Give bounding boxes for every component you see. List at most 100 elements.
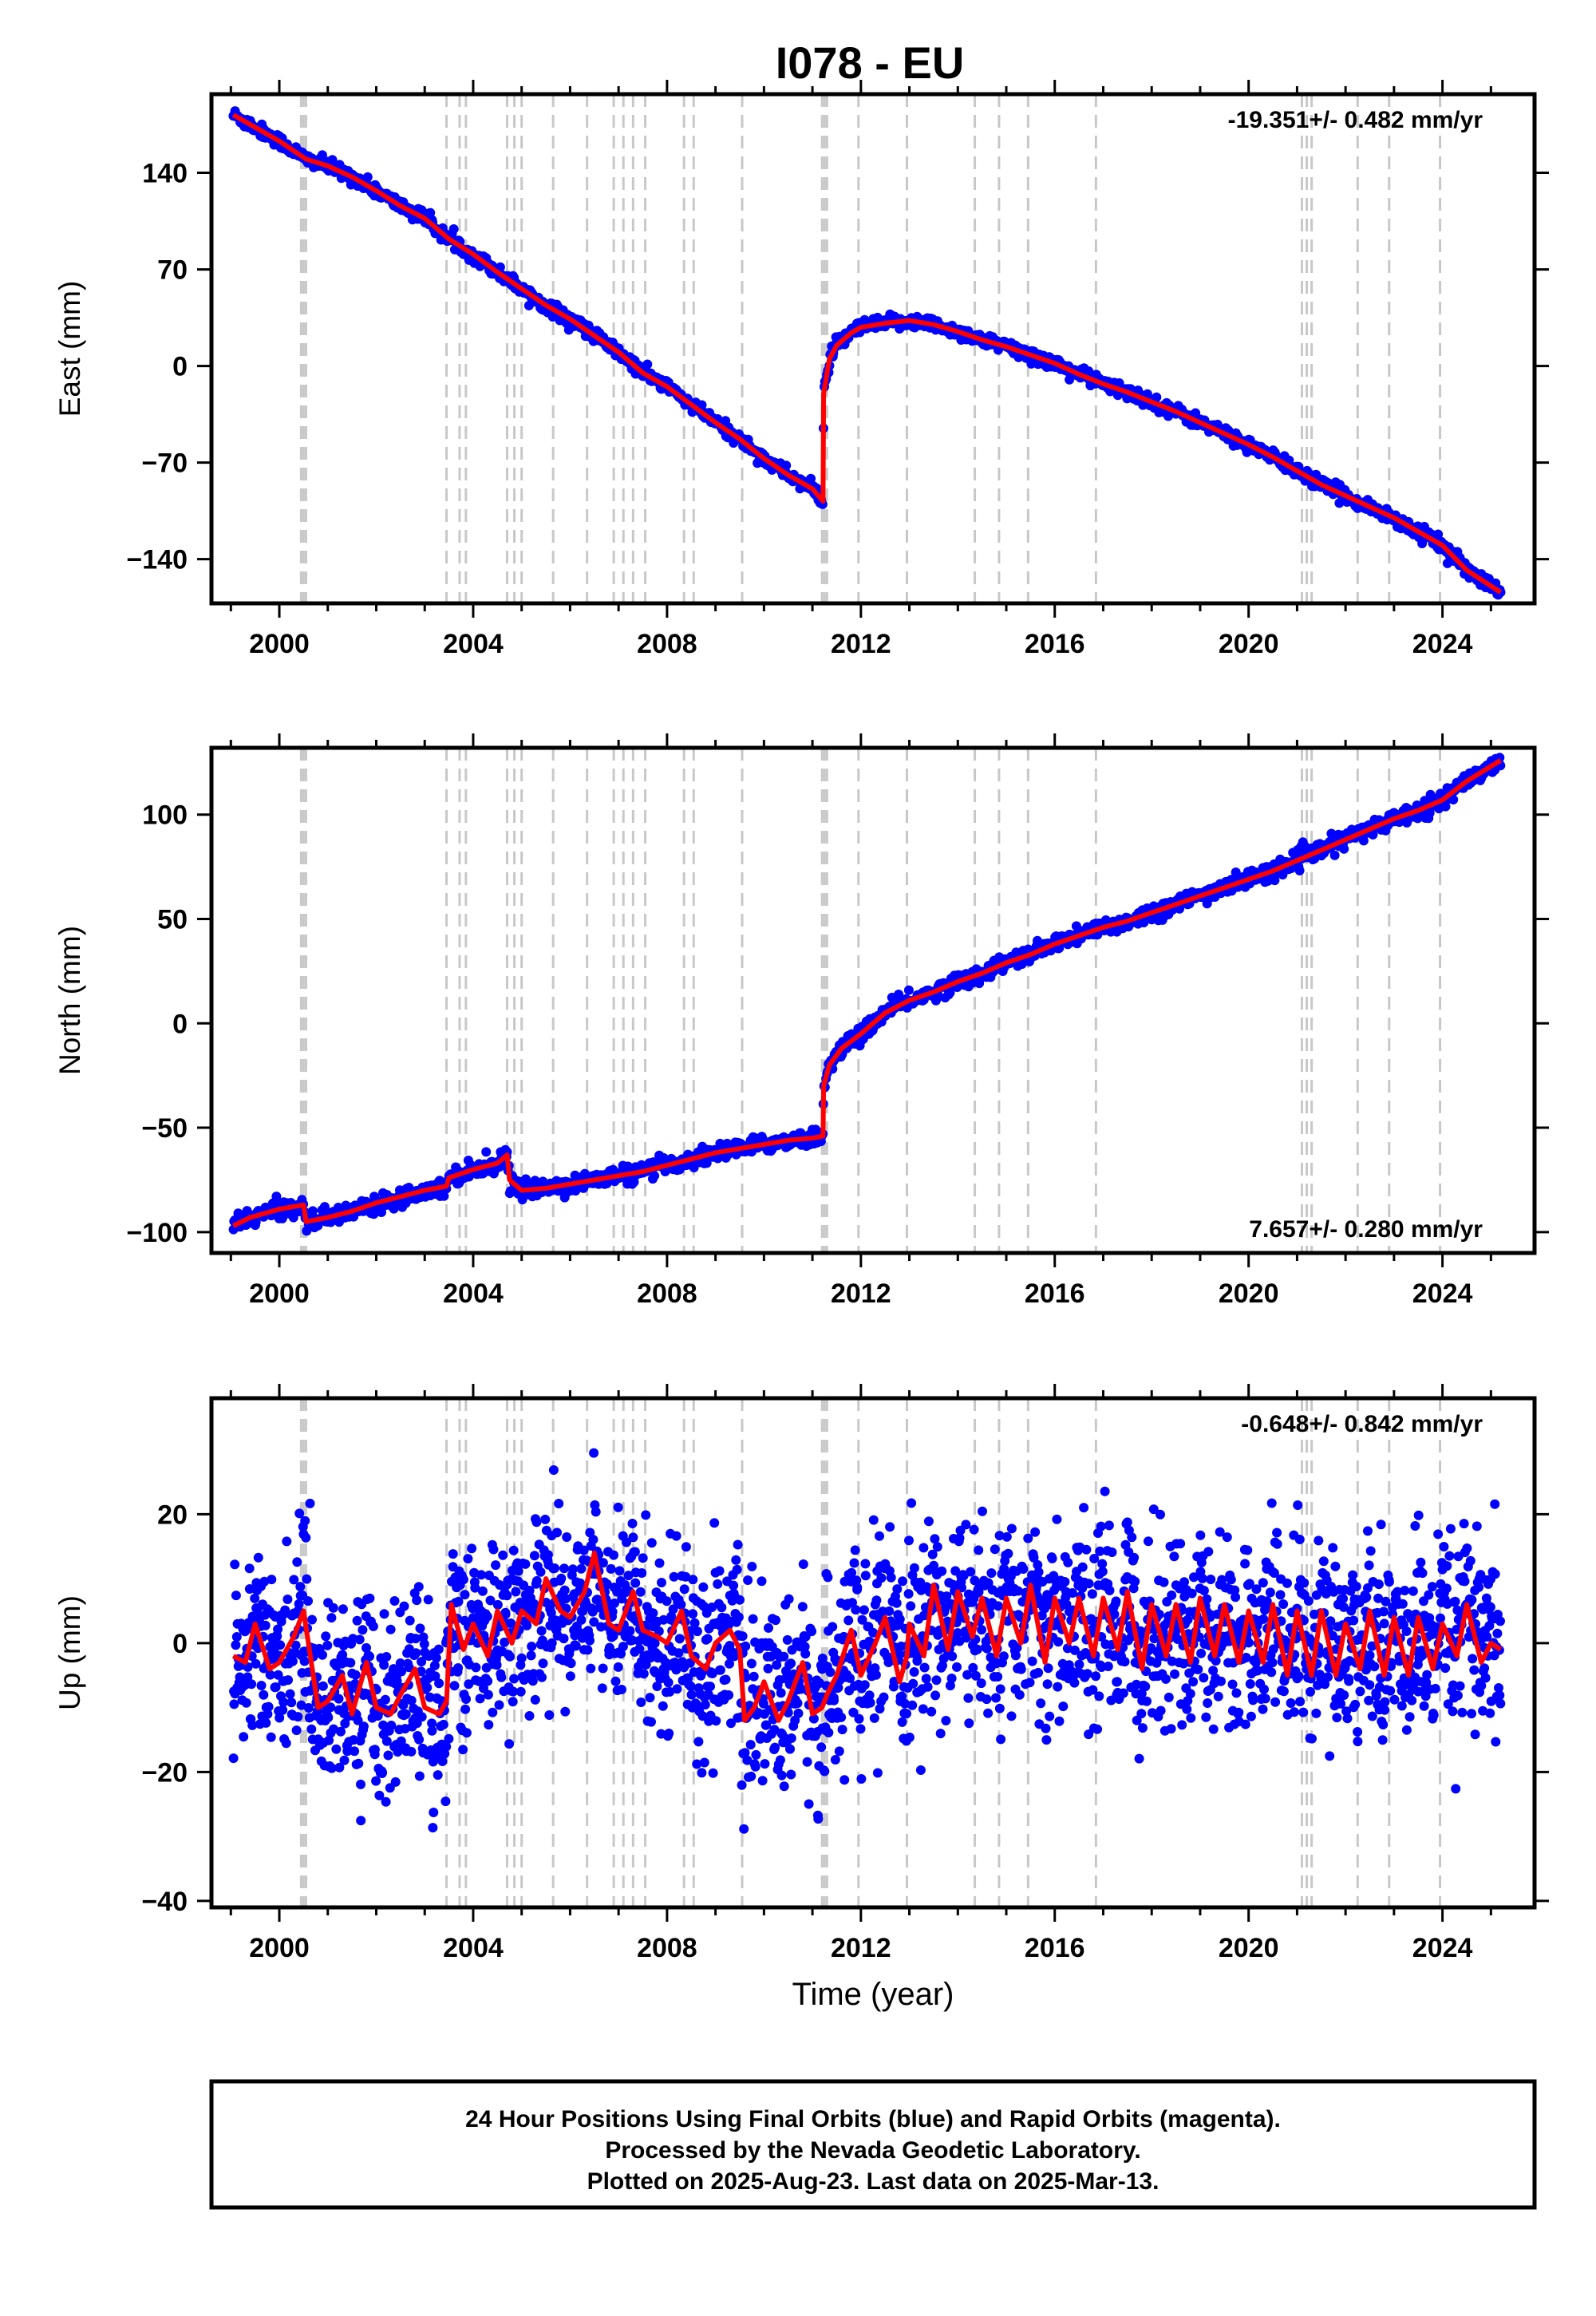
observation-point xyxy=(1001,1531,1012,1542)
observation-point xyxy=(637,1568,647,1578)
observation-point xyxy=(837,1725,847,1735)
observation-point xyxy=(380,1694,390,1705)
observation-point xyxy=(282,1536,292,1547)
observation-point xyxy=(461,1728,472,1738)
observation-point xyxy=(635,1587,646,1597)
observation-point xyxy=(295,1582,306,1592)
observation-point xyxy=(745,1740,756,1750)
observation-point xyxy=(467,1543,477,1554)
observation-point xyxy=(283,1675,293,1686)
observation-point xyxy=(552,1528,562,1538)
observation-point xyxy=(263,1701,274,1712)
observation-point xyxy=(336,1726,346,1737)
observation-point xyxy=(488,1544,499,1555)
observation-point xyxy=(937,1566,947,1576)
observation-point xyxy=(562,1532,572,1542)
observation-point xyxy=(824,1728,834,1737)
observation-point xyxy=(926,1706,937,1717)
observation-point xyxy=(585,1635,595,1646)
observation-point xyxy=(645,1693,655,1703)
observation-point xyxy=(699,1757,709,1768)
observation-point xyxy=(613,1662,623,1672)
observation-point xyxy=(748,1614,758,1624)
observation-point xyxy=(352,1615,362,1626)
observation-point xyxy=(520,1559,531,1569)
observation-point xyxy=(930,1690,941,1701)
observation-point xyxy=(785,1744,795,1754)
north-observations xyxy=(228,753,1506,1236)
observation-point xyxy=(854,1713,864,1724)
observation-point xyxy=(843,1615,854,1626)
observation-point xyxy=(693,1737,704,1747)
observation-point xyxy=(721,1674,731,1685)
observation-point xyxy=(502,1591,512,1601)
observation-point xyxy=(412,1595,422,1606)
observation-point xyxy=(688,1609,698,1619)
x-tick-label: 2024 xyxy=(1412,1279,1473,1309)
observation-point xyxy=(453,1663,464,1673)
east-plot-frame xyxy=(209,92,1537,606)
observation-point xyxy=(1033,1567,1044,1577)
observation-point xyxy=(482,1611,492,1622)
observation-point xyxy=(1006,1524,1017,1534)
observation-point xyxy=(381,1796,391,1807)
observation-point xyxy=(685,1682,696,1691)
observation-point xyxy=(282,1595,293,1604)
y-tick-label: 100 xyxy=(142,800,188,831)
observation-point xyxy=(460,1590,470,1600)
observation-point xyxy=(356,1816,366,1826)
observation-point xyxy=(356,1779,365,1789)
observation-point xyxy=(786,1658,796,1669)
figure-title: I078 - EU xyxy=(776,38,965,88)
observation-point xyxy=(423,1595,433,1605)
observation-point xyxy=(1036,1698,1046,1709)
x-tick-label: 2012 xyxy=(831,1279,891,1309)
observation-point xyxy=(399,1601,409,1611)
observation-point xyxy=(804,1799,814,1809)
observation-point xyxy=(784,1594,794,1604)
observation-point xyxy=(793,1708,804,1718)
observation-point xyxy=(646,1717,656,1727)
observation-point xyxy=(1053,1682,1063,1692)
observation-point xyxy=(733,1539,743,1550)
x-tick-label: 2012 xyxy=(831,629,891,659)
observation-point xyxy=(852,1583,863,1593)
observation-point xyxy=(779,1781,789,1792)
observation-point xyxy=(816,1742,827,1753)
observation-point xyxy=(1058,1701,1069,1712)
observation-point xyxy=(415,1623,425,1634)
observation-point xyxy=(299,1656,310,1666)
observation-point xyxy=(974,1545,984,1555)
observation-point xyxy=(287,1656,298,1666)
observation-point xyxy=(261,1717,271,1728)
observation-point xyxy=(713,1579,723,1589)
observation-point xyxy=(638,1669,649,1679)
observation-point xyxy=(711,1716,721,1726)
observation-point xyxy=(323,1713,334,1723)
observation-point xyxy=(1041,1735,1052,1745)
observation-point xyxy=(405,1615,415,1626)
y-tick-label: −140 xyxy=(126,545,188,575)
y-tick-label: 0 xyxy=(172,352,188,382)
observation-point xyxy=(983,1708,994,1718)
observation-point xyxy=(836,1712,847,1722)
observation-point xyxy=(923,1516,934,1527)
observation-point xyxy=(433,1770,443,1780)
observation-point xyxy=(576,1563,587,1574)
observation-point xyxy=(504,1739,515,1749)
observation-point xyxy=(606,1563,616,1574)
observation-point xyxy=(301,1532,311,1543)
observation-point xyxy=(982,1694,992,1705)
observation-point xyxy=(554,1499,564,1508)
observation-point xyxy=(966,1567,976,1577)
east-break-lines xyxy=(299,94,1442,603)
observation-point xyxy=(918,1704,928,1714)
observation-point xyxy=(371,1776,381,1786)
observation-point xyxy=(692,1626,702,1637)
observation-point xyxy=(231,1640,241,1650)
observation-point xyxy=(559,1585,570,1595)
observation-point xyxy=(825,1667,836,1678)
observation-point xyxy=(658,1701,668,1711)
observation-point xyxy=(531,1517,542,1528)
observation-point xyxy=(365,1593,375,1603)
